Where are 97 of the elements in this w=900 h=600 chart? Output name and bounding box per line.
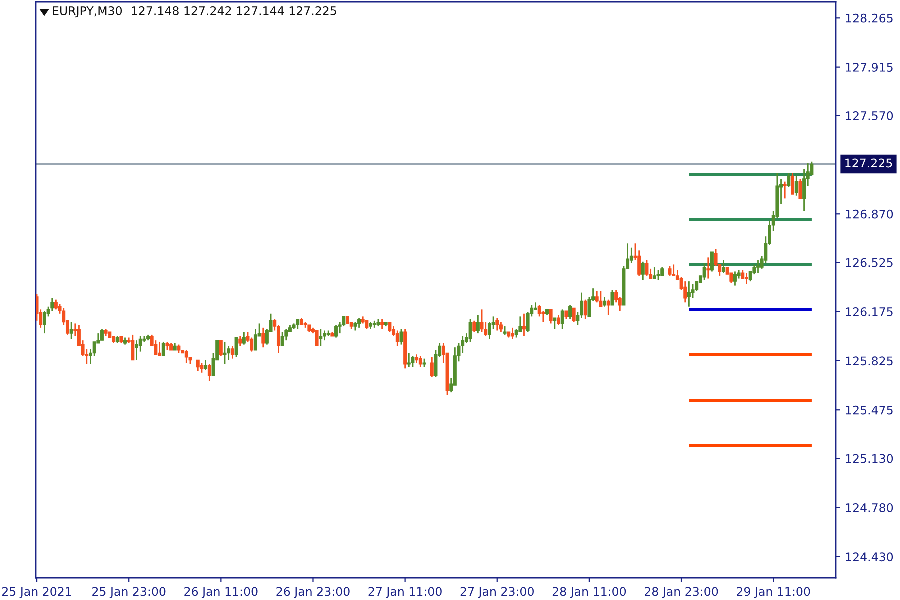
- x-tick-label: 28 Jan 23:00: [645, 587, 718, 598]
- x-tick-label: 25 Jan 23:00: [92, 587, 166, 598]
- ref-line-label: 127.225: [846, 158, 892, 168]
- candlestick: [319, 328, 323, 347]
- candlestick: [787, 172, 791, 188]
- y-tick-label: 126.525: [846, 258, 893, 268]
- y-tick-label: 125.825: [846, 356, 893, 366]
- candlestick: [154, 340, 158, 356]
- candlestick: [219, 340, 223, 357]
- chart-title: EURJPY,M30: [53, 6, 122, 18]
- x-tick-label: 26 Jan 23:00: [276, 587, 350, 598]
- candlestick: [208, 364, 212, 382]
- candlestick: [672, 264, 676, 277]
- candlestick: [418, 355, 422, 368]
- candlestick: [572, 308, 576, 324]
- y-tick-label: 124.430: [846, 552, 894, 562]
- x-tick-label: 26 Jan 11:00: [184, 587, 258, 598]
- candlestick: [794, 176, 798, 197]
- candlestick: [745, 272, 748, 286]
- candlestick: [262, 327, 266, 348]
- candlestick: [42, 310, 46, 334]
- candlestick: [560, 308, 564, 330]
- candlestick: [652, 266, 656, 280]
- candlestick: [756, 260, 760, 274]
- y-tick-label: 125.130: [846, 454, 894, 464]
- candlestick: [196, 360, 200, 372]
- candlestick: [568, 304, 572, 320]
- y-tick-label: 127.570: [846, 112, 894, 120]
- candlestick: [204, 360, 208, 371]
- candlestick: [522, 313, 526, 338]
- candlestick: [702, 262, 706, 281]
- candlestick: [162, 341, 166, 357]
- y-tick-label: 124.780: [846, 503, 894, 512]
- candlestick: [280, 331, 284, 347]
- candlestick: [557, 314, 560, 326]
- x-tick-label: 27 Jan 23:00: [460, 587, 534, 598]
- candlestick: [798, 178, 802, 200]
- candlestick: [599, 290, 603, 308]
- candlestick: [242, 331, 246, 346]
- candlestick: [334, 324, 338, 338]
- candlestick: [480, 308, 484, 333]
- candlestick: [553, 317, 557, 330]
- candlestick: [380, 318, 384, 330]
- candlestick: [230, 346, 234, 360]
- candlestick: [396, 330, 400, 347]
- candlestick: [100, 328, 104, 342]
- candlestick: [668, 265, 672, 277]
- candlestick: [584, 299, 588, 320]
- x-tick-label: 28 Jan 11:00: [552, 587, 626, 598]
- candlestick: [684, 280, 688, 304]
- x-tick-label: 27 Jan 11:00: [368, 587, 442, 598]
- candlestick: [158, 341, 162, 357]
- candlestick: [783, 181, 787, 200]
- x-tick-label: 29 Jan 11:00: [737, 587, 810, 598]
- candlestick: [542, 310, 546, 324]
- candlestick: [706, 256, 710, 280]
- candlestick: [227, 346, 231, 361]
- candlestick: [70, 322, 74, 340]
- candlestick: [549, 308, 553, 324]
- y-tick-label: 127.915: [846, 63, 893, 72]
- candlestick: [388, 322, 392, 333]
- candlestick: [131, 334, 135, 361]
- y-tick-label: 126.175: [846, 308, 893, 316]
- candlestick: [510, 327, 514, 340]
- candlestick: [254, 328, 258, 352]
- candlestick: [496, 317, 500, 332]
- candlestick: [430, 356, 434, 378]
- candlestick: [407, 352, 411, 368]
- y-tick-label: 126.870: [846, 210, 894, 219]
- candlestick: [472, 320, 476, 333]
- candlestick: [734, 271, 737, 286]
- candlestick: [722, 260, 726, 274]
- candlestick: [238, 336, 242, 347]
- candlestick: [400, 328, 404, 346]
- candlestick: [641, 261, 645, 281]
- candlestick: [315, 330, 319, 347]
- candlestick: [603, 296, 607, 308]
- x-tick-label: 25 Jan 2021: [2, 587, 72, 598]
- candlestick: [687, 280, 691, 308]
- candlestick: [791, 172, 795, 196]
- candlestick: [54, 299, 58, 310]
- candlestick: [468, 318, 472, 343]
- candlestick: [610, 289, 614, 306]
- candlestick: [476, 314, 480, 334]
- candlestick: [656, 270, 660, 281]
- y-tick-label: 128.265: [846, 14, 893, 23]
- annotation: 127.148 127.242 127.144 127.225: [132, 6, 336, 16]
- candlestick: [499, 322, 503, 333]
- candlestick: [710, 251, 714, 272]
- candlestick: [606, 299, 610, 316]
- candlestick: [135, 340, 138, 361]
- candlestick: [595, 290, 599, 304]
- candlestick: [296, 318, 300, 330]
- candlestick: [184, 350, 188, 364]
- y-tick-label: 125.475: [846, 406, 893, 415]
- candlestick: [411, 355, 415, 368]
- candlestick: [358, 317, 362, 329]
